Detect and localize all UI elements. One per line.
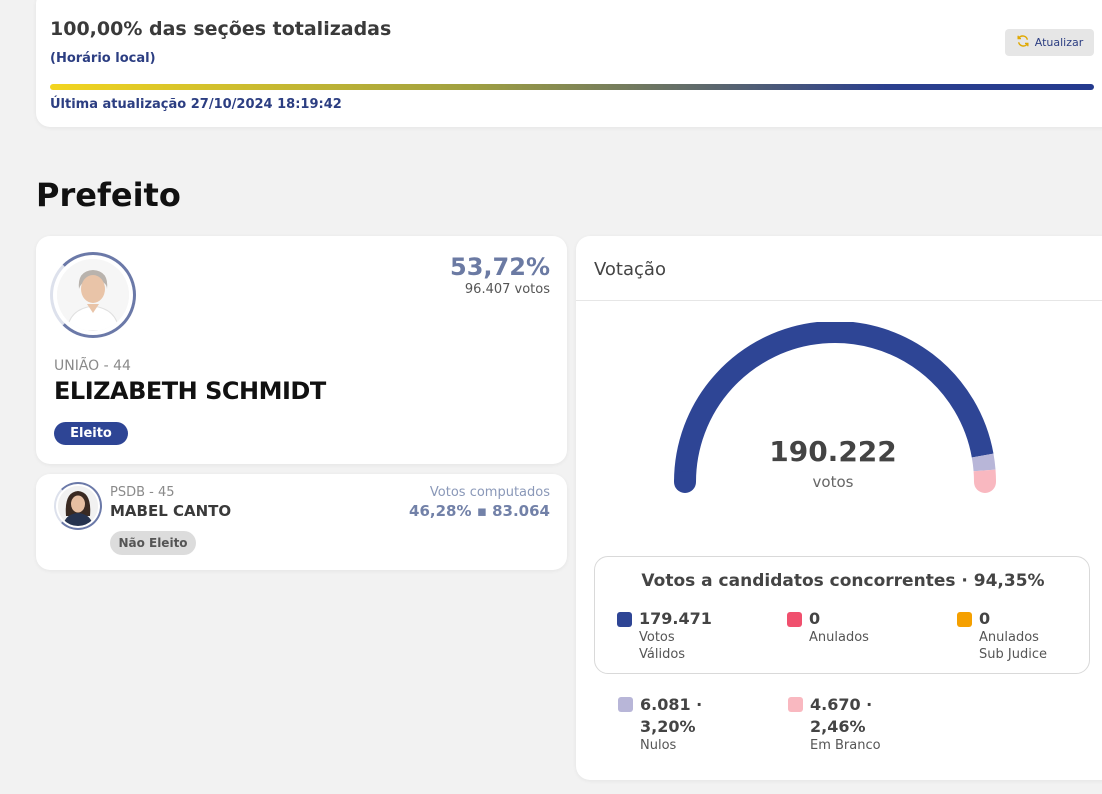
- stat-value: 6.081 · 3,20%: [640, 695, 703, 736]
- votes-computed-label: Votos computados: [429, 485, 550, 500]
- candidate-avatar: [57, 259, 129, 331]
- candidate-votes: 96.407 votos: [464, 282, 550, 297]
- elected-badge: Eleito: [54, 422, 128, 445]
- votes-card-title: Votação: [594, 259, 666, 280]
- votes-summary-card: Votação 190.222 votos Votos a candidatos…: [576, 236, 1102, 780]
- gauge-cap-end: [974, 471, 996, 493]
- stat-label: Anulados: [809, 630, 869, 645]
- divider: [576, 300, 1102, 301]
- not-elected-badge: Não Eleito: [110, 531, 196, 555]
- totalization-progress-bar: [50, 84, 1094, 90]
- refresh-label: Atualizar: [1034, 36, 1084, 49]
- gauge-segment-nulos: [971, 453, 996, 472]
- avatar-ring: [50, 252, 136, 338]
- legend-swatch: [957, 612, 972, 627]
- gauge-segment-votos-válidos: [674, 322, 994, 483]
- section-title: Prefeito: [36, 176, 181, 214]
- stat-label: Nulos: [640, 738, 677, 753]
- total-votes-label: votos: [812, 473, 854, 491]
- stat-value: 0: [809, 609, 821, 628]
- candidate-card-runner-up[interactable]: PSDB - 45 MABEL CANTO Votos computados 4…: [36, 474, 567, 570]
- last-update-text: Última atualização 27/10/2024 18:19:42: [50, 97, 342, 112]
- stat-label: Em Branco: [810, 738, 881, 753]
- total-votes-value: 190.222: [769, 435, 897, 468]
- candidate-votes-title: Votos a candidatos concorrentes · 94,35%: [641, 571, 1045, 591]
- votes-computed-value: 46,28% ▪ 83.064: [409, 502, 550, 520]
- candidate-votes-box: Votos a candidatos concorrentes · 94,35%…: [594, 556, 1090, 674]
- gauge-cap-start: [674, 471, 696, 493]
- candidate-percent: 53,72%: [450, 253, 550, 281]
- stat-value: 0: [979, 609, 991, 628]
- refresh-icon: [1016, 34, 1030, 51]
- candidate-card-winner[interactable]: 53,72% 96.407 votos UNIÃO - 44 ELIZABETH…: [36, 236, 567, 464]
- stat-label: Anulados Sub Judice: [979, 630, 1047, 662]
- avatar-ring: [54, 482, 102, 530]
- candidate-party: UNIÃO - 44: [54, 358, 131, 374]
- totalization-status-card: 100,00% das seções totalizadas (Horário …: [36, 0, 1102, 127]
- legend-swatch: [618, 697, 633, 712]
- candidate-name: MABEL CANTO: [110, 502, 232, 520]
- candidate-party: PSDB - 45: [110, 485, 175, 500]
- candidate-name: ELIZABETH SCHMIDT: [54, 377, 326, 405]
- stat-label: Votos Válidos: [639, 630, 686, 662]
- stat-value: 179.471: [639, 609, 712, 628]
- legend-swatch: [787, 612, 802, 627]
- legend-swatch: [788, 697, 803, 712]
- totalization-title: 100,00% das seções totalizadas: [50, 18, 392, 40]
- legend-swatch: [617, 612, 632, 627]
- candidate-avatar: [58, 486, 98, 526]
- votes-gauge: [674, 322, 996, 493]
- local-time-label: (Horário local): [50, 51, 156, 66]
- stat-value: 4.670 · 2,46%: [810, 695, 873, 736]
- refresh-button[interactable]: Atualizar: [1005, 29, 1094, 56]
